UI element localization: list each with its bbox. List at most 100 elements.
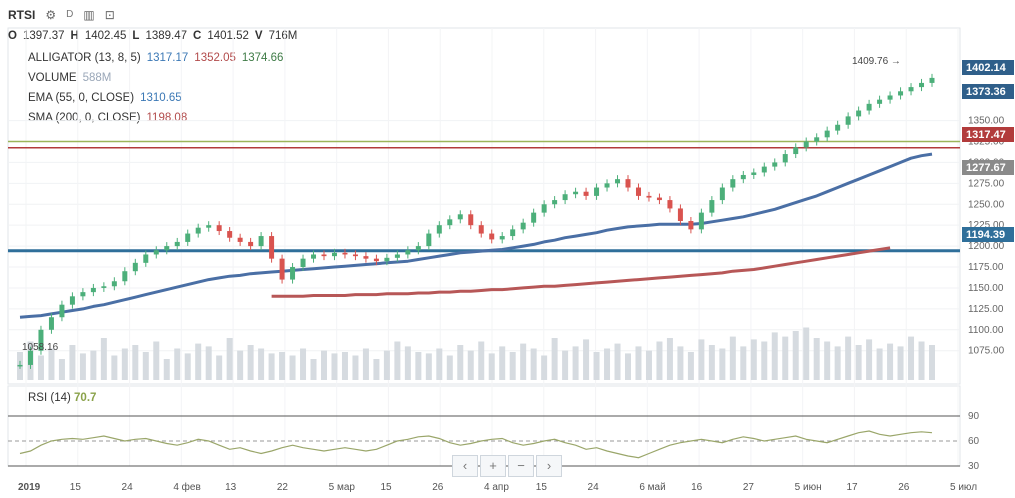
volume-bar: [362, 348, 369, 380]
candle: [17, 364, 23, 367]
x-tick-label: 16: [691, 482, 703, 493]
ohlc-c: 1401.52: [207, 30, 249, 42]
alligator-value-1: 1317.17: [146, 52, 189, 64]
y-tick-label: 1200.00: [968, 241, 1005, 252]
candle: [468, 214, 474, 226]
ema-value: 1310.65: [140, 92, 182, 104]
rsi-line: [19, 430, 933, 459]
volume-bar: [708, 345, 715, 380]
volume-bar: [216, 355, 223, 380]
candle: [677, 208, 683, 221]
volume-bar: [205, 346, 212, 380]
candle: [311, 254, 317, 259]
y-tick-label: 1250.00: [968, 199, 1005, 210]
volume-bar: [530, 348, 537, 380]
candle: [919, 82, 925, 88]
compare-icon[interactable]: ⊡: [104, 8, 115, 22]
candle: [447, 219, 453, 226]
x-tick-label: 15: [536, 482, 548, 493]
volume-bar: [237, 350, 244, 380]
volume-bar: [677, 346, 684, 380]
volume-bar: [625, 353, 631, 380]
volume-bar: [645, 350, 652, 380]
candle: [300, 258, 306, 268]
candle: [38, 329, 44, 351]
volume-bar: [855, 345, 862, 380]
volume-bar: [897, 346, 904, 380]
volume-label: VOLUME: [28, 72, 77, 84]
candle: [751, 172, 757, 175]
volume-bar: [258, 348, 265, 380]
x-tick-label: 27: [743, 482, 755, 493]
chart-navigation: ‹ + − ›: [452, 455, 562, 477]
legend-volume[interactable]: VOLUME 588M: [28, 68, 283, 88]
candle: [27, 350, 33, 365]
volume-bar: [614, 343, 621, 380]
rsi-legend[interactable]: RSI (14) 70.7: [28, 392, 96, 404]
candle: [929, 77, 935, 83]
y-tick-label: 1075.00: [968, 346, 1005, 357]
candle: [793, 147, 799, 155]
y-tick-label: 1225.00: [968, 220, 1005, 231]
alligator-value-3: 1374.66: [241, 52, 284, 64]
candle: [342, 252, 348, 255]
bar-chart-icon[interactable]: ▥: [83, 8, 95, 22]
ohlc-l-label: L: [132, 30, 140, 42]
volume-bar: [132, 345, 139, 380]
candle: [111, 281, 117, 287]
zoom-out-button[interactable]: −: [508, 455, 534, 477]
scroll-left-button[interactable]: ‹: [452, 455, 478, 477]
candle: [730, 179, 736, 188]
price-badge: [962, 160, 1014, 175]
y-tick-label: 1150.00: [968, 283, 1004, 294]
x-tick-label: 22: [277, 482, 289, 493]
volume-bar: [310, 359, 317, 380]
y-tick-label: 1350.00: [968, 116, 1005, 127]
rsi-tick-label: 90: [968, 411, 980, 422]
zoom-in-button[interactable]: +: [480, 455, 506, 477]
volume-bar: [100, 338, 107, 380]
candle: [761, 166, 767, 173]
legend-ema[interactable]: EMA (55, 0, CLOSE) 1310.65: [28, 88, 283, 108]
x-tick-label: 26: [432, 482, 444, 493]
ohlc-v: 716M: [268, 30, 298, 42]
candle: [258, 236, 264, 247]
volume-bar: [48, 348, 55, 380]
volume-bar: [121, 348, 128, 380]
volume-bar: [834, 346, 841, 380]
candle: [59, 304, 65, 318]
price-badge-label: 1373.36: [966, 86, 1006, 98]
ohlc-h-label: H: [70, 30, 79, 42]
candle: [552, 200, 558, 205]
volume-bar: [876, 348, 883, 380]
volume-bar: [289, 355, 296, 380]
price-badge-label: 1194.39: [966, 229, 1005, 241]
volume-bar: [635, 346, 642, 380]
x-tick-label: 5 июл: [950, 482, 977, 493]
y-tick-label: 1125.00: [968, 304, 1004, 315]
alligator-label: ALLIGATOR (13, 8, 5): [28, 52, 141, 64]
volume-bar: [583, 339, 590, 380]
candle: [69, 296, 75, 305]
x-tick-label: 26: [898, 482, 910, 493]
candle: [625, 179, 631, 188]
candle: [48, 317, 54, 330]
alligator-value-2: 1352.05: [194, 52, 236, 64]
candle: [573, 191, 579, 195]
candle: [195, 227, 201, 234]
interval-label[interactable]: D: [66, 9, 74, 20]
gear-icon[interactable]: ⚙: [45, 8, 57, 22]
volume-bar: [520, 343, 527, 380]
price-badge-label: 1317.47: [966, 129, 1006, 141]
volume-bar: [69, 345, 76, 380]
series-line-sma: [271, 246, 891, 298]
volume-bar: [488, 353, 495, 380]
volume-bar: [394, 341, 401, 380]
legend-alligator[interactable]: ALLIGATOR (13, 8, 5) 1317.17 1352.05 137…: [28, 48, 283, 68]
scroll-right-button[interactable]: ›: [536, 455, 562, 477]
volume-bar: [226, 338, 233, 380]
price-badge: [962, 127, 1014, 142]
symbol-label[interactable]: RTSI: [8, 8, 36, 22]
candle: [174, 241, 180, 247]
